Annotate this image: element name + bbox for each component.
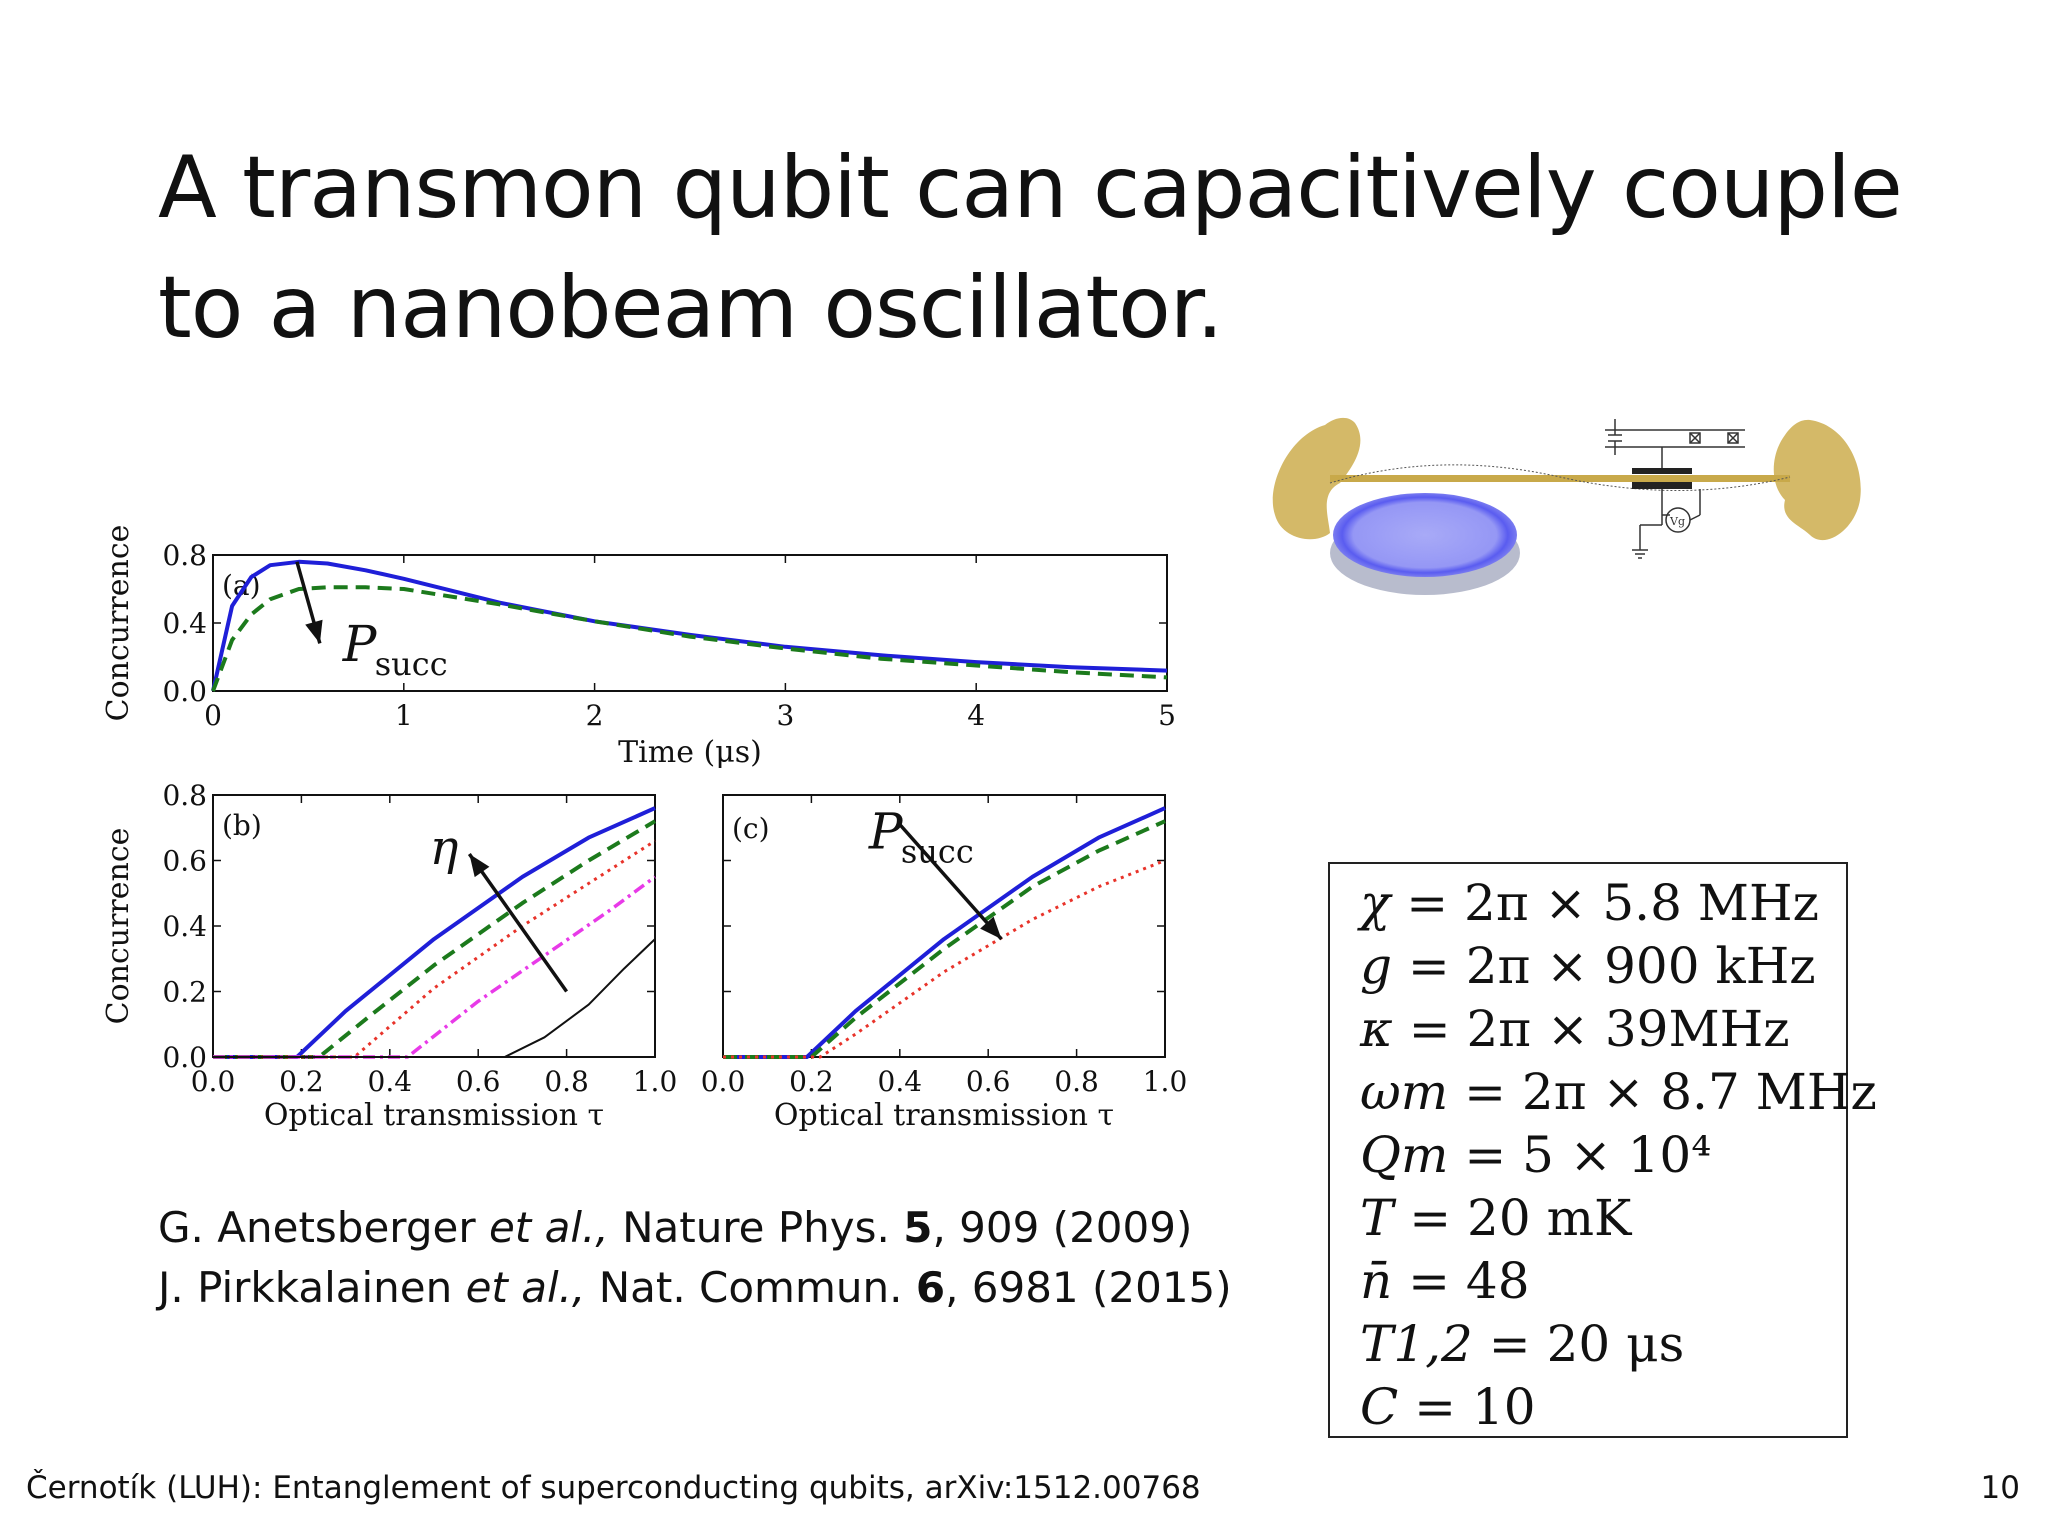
series-line-green — [213, 819, 657, 1059]
annotation-arrow — [467, 852, 569, 993]
chart-panel-b: 0.0 0.2 0.4 0.6 0.8 1.00.00.20.40.60.8Optical… — [101, 779, 677, 1133]
slide-footer: Černotík (LUH): Entanglement of supercon… — [26, 1470, 1201, 1506]
y-tick-label: 0.0 — [162, 1041, 207, 1074]
y-tick-label: 0.0 — [162, 675, 207, 708]
series-line-red — [723, 859, 1166, 1059]
x-tick-label: 5 — [1158, 699, 1176, 732]
x-tick-label: 0 — [204, 699, 222, 732]
x-tick-label: 1.0 — [633, 1065, 678, 1098]
x-tick-label: 1.0 — [1143, 1065, 1188, 1098]
y-tick-label: 0.8 — [162, 779, 207, 812]
parameter-box: χ = 2π × 5.8 MHz g = 2π × 900 kHz κ = 2π… — [1328, 862, 1877, 1438]
optical-membrane — [1333, 493, 1517, 577]
x-tick-label: 0.8 — [544, 1065, 589, 1098]
series-line-green — [211, 585, 1168, 692]
panel-label: (b) — [222, 809, 262, 842]
annotation-subscript: succ — [901, 832, 974, 870]
annotation-subscript: succ — [375, 645, 448, 683]
x-tick-label: 0.0 — [191, 1065, 236, 1098]
x-tick-label: 3 — [776, 699, 794, 732]
param-t12: T1,2 = 20 μs — [1360, 1315, 1685, 1373]
gate-voltage-label: Vg — [1669, 515, 1685, 528]
x-axis-label: Time (μs) — [618, 735, 762, 770]
gate-electrode — [1632, 482, 1692, 489]
annotation-arrow — [898, 823, 1003, 941]
nanobeam — [1330, 475, 1790, 482]
device-diagram: Vg — [1272, 417, 1861, 595]
annotation-label: P — [868, 802, 904, 860]
slide-title-line1: A transmon qubit can capacitively couple — [158, 138, 1903, 238]
series-line-blue — [723, 806, 1166, 1059]
reference-1: G. Anetsberger et al., Nature Phys. 5, 9… — [158, 1203, 1193, 1252]
y-tick-label: 0.4 — [162, 910, 207, 943]
x-tick-label: 4 — [967, 699, 985, 732]
x-tick-label: 1 — [395, 699, 413, 732]
series-line-black — [213, 938, 656, 1058]
series-line-blue — [211, 559, 1168, 692]
reference-2: J. Pirkkalainen et al., Nat. Commun. 6, … — [158, 1263, 1232, 1312]
y-axis-label: Concurrence — [101, 525, 136, 722]
param-n-bar: n̄ = 48 — [1360, 1252, 1530, 1310]
references: G. Anetsberger et al., Nature Phys. 5, 9… — [158, 1198, 1232, 1318]
left-pad — [1272, 417, 1361, 540]
chart-panel-c: 0.0 0.2 0.4 0.6 0.8 1.0 Optical transmission τ… — [701, 794, 1188, 1133]
slide-title-line2: to a nanobeam oscillator. — [158, 258, 1224, 358]
annotation-label: P — [342, 615, 378, 673]
coupling-electrode — [1632, 468, 1692, 474]
param-q-m: Qm = 5 × 10⁴ — [1360, 1126, 1712, 1184]
slide-title: A transmon qubit can capacitively couple… — [158, 128, 1958, 368]
y-tick-label: 0.4 — [162, 607, 207, 640]
x-tick-label: 2 — [586, 699, 604, 732]
beam-mode-shape — [1329, 464, 1791, 491]
series-line-magenta — [213, 875, 657, 1059]
param-cooperativity: C = 10 — [1360, 1378, 1536, 1436]
x-tick-label: 0.2 — [789, 1065, 834, 1098]
x-tick-label: 0.6 — [966, 1065, 1011, 1098]
x-tick-label: 0.4 — [878, 1065, 923, 1098]
y-tick-label: 0.8 — [162, 539, 207, 572]
y-tick-label: 0.6 — [162, 845, 207, 878]
param-kappa: κ = 2π × 39MHz — [1360, 1000, 1790, 1058]
param-omega-m: ωm = 2π × 8.7 MHz — [1360, 1063, 1877, 1121]
x-axis-label: Optical transmission τ — [264, 1098, 604, 1133]
transmon-circuit — [1605, 419, 1745, 559]
y-tick-label: 0.2 — [162, 976, 207, 1009]
arrow-head — [980, 916, 1002, 940]
x-axis-label: Optical transmission τ — [774, 1098, 1114, 1133]
x-tick-label: 0.8 — [1054, 1065, 1099, 1098]
x-tick-label: 0.0 — [701, 1065, 746, 1098]
x-tick-label: 0.2 — [279, 1065, 324, 1098]
arrow-head — [305, 619, 323, 644]
param-chi: χ = 2π × 5.8 MHz — [1360, 874, 1819, 932]
page-number: 10 — [1980, 1470, 2020, 1506]
param-g: g = 2π × 900 kHz — [1360, 937, 1816, 995]
annotation-label: η — [430, 820, 459, 876]
param-temperature: T = 20 mK — [1360, 1189, 1632, 1247]
y-axis-label: Concurrence — [101, 828, 136, 1025]
right-pad — [1773, 419, 1861, 541]
x-tick-label: 0.4 — [368, 1065, 413, 1098]
x-tick-label: 0.6 — [456, 1065, 501, 1098]
panel-label: (c) — [732, 812, 770, 845]
arrow-head — [469, 853, 490, 878]
